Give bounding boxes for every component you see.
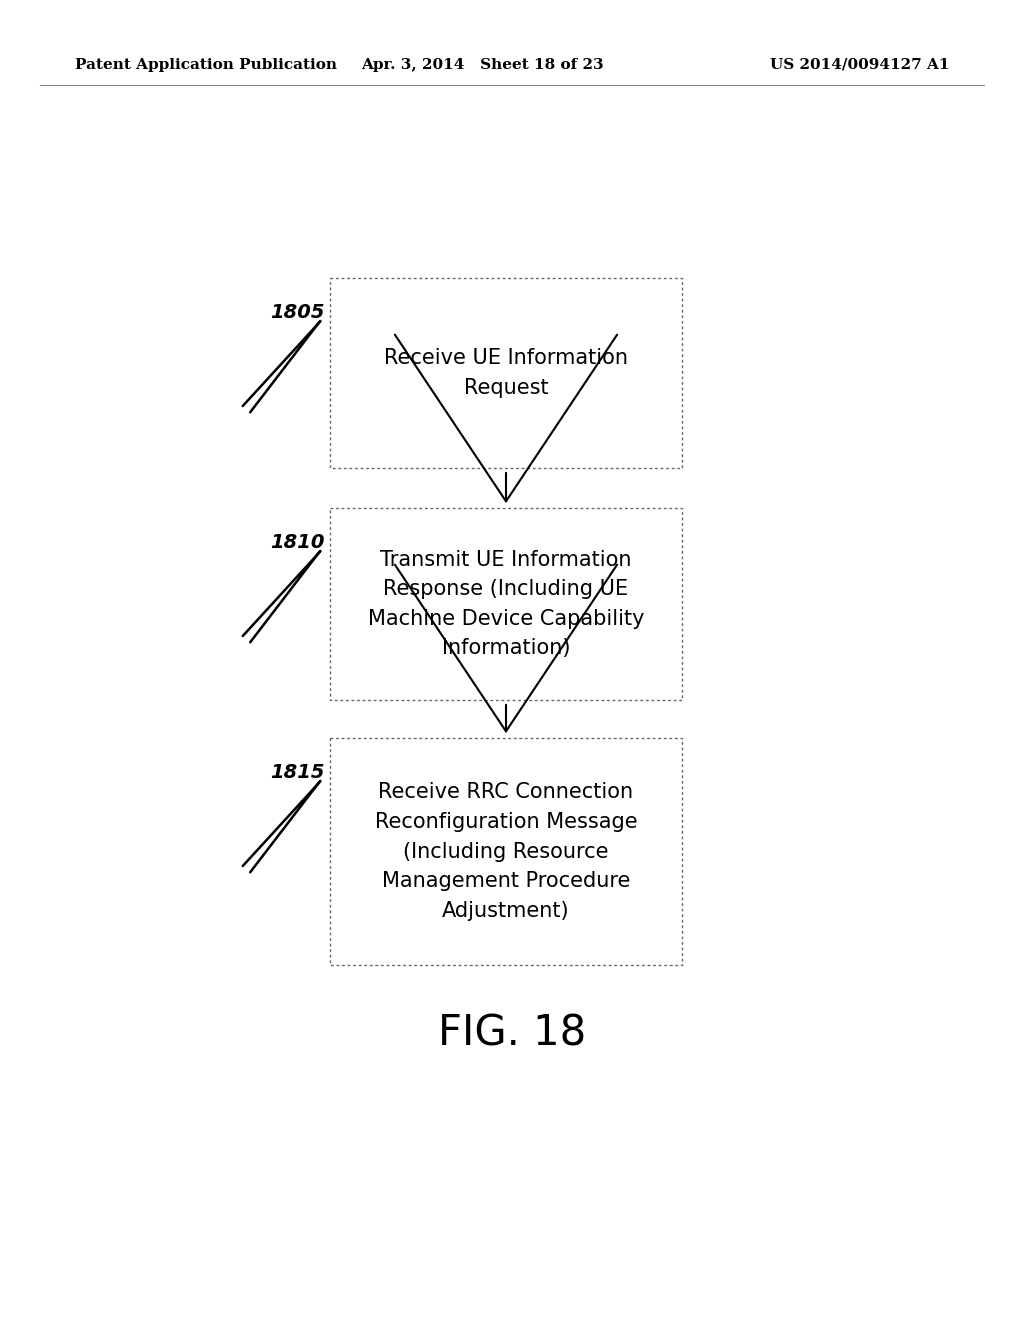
Text: FIG. 18: FIG. 18: [438, 1012, 586, 1053]
Bar: [330, 279, 682, 469]
Text: 1805: 1805: [270, 304, 325, 322]
Text: Receive UE Information
Request: Receive UE Information Request: [384, 348, 628, 397]
Text: 1810: 1810: [270, 533, 325, 552]
Text: Receive RRC Connection
Reconfiguration Message
(Including Resource
Management Pr: Receive RRC Connection Reconfiguration M…: [375, 783, 637, 921]
Text: Apr. 3, 2014   Sheet 18 of 23: Apr. 3, 2014 Sheet 18 of 23: [360, 58, 603, 73]
Bar: [330, 738, 682, 965]
Text: Transmit UE Information
Response (Including UE
Machine Device Capability
Informa: Transmit UE Information Response (Includ…: [368, 549, 644, 659]
Text: US 2014/0094127 A1: US 2014/0094127 A1: [769, 58, 949, 73]
Text: 1815: 1815: [270, 763, 325, 781]
Bar: [330, 508, 682, 700]
Text: Patent Application Publication: Patent Application Publication: [75, 58, 337, 73]
